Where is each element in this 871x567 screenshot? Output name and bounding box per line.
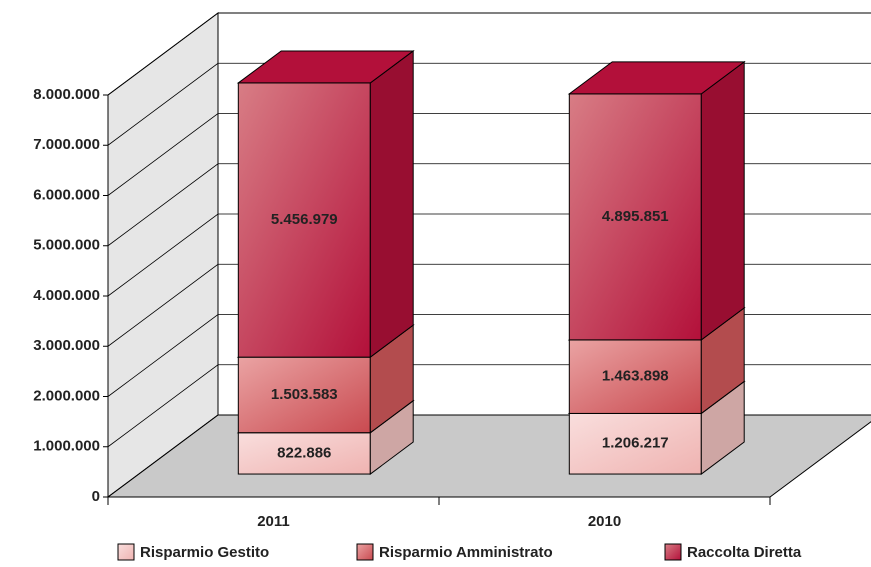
x-tick-label: 2010 — [588, 513, 621, 530]
value-label: 1.206.217 — [602, 435, 669, 452]
bar-top — [567, 61, 746, 95]
grid-line — [107, 12, 871, 96]
legend-swatch — [356, 543, 374, 561]
legend-label: Risparmio Amministrato — [379, 544, 553, 561]
legend-swatch — [117, 543, 135, 561]
y-tick-label: 3.000.000 — [33, 337, 100, 354]
y-tick-label: 1.000.000 — [33, 438, 100, 455]
y-tick-label: 6.000.000 — [33, 186, 100, 203]
y-tick-label: 2.000.000 — [33, 387, 100, 404]
value-label: 5.456.979 — [271, 211, 338, 228]
value-label: 4.895.851 — [602, 208, 669, 225]
legend-label: Risparmio Gestito — [140, 544, 269, 561]
bar-segment — [236, 49, 415, 359]
bar-front — [568, 339, 702, 414]
bar-front — [237, 82, 371, 358]
bar-side — [700, 60, 745, 341]
legend-swatch — [664, 543, 682, 561]
y-tick-label: 0 — [92, 488, 100, 505]
y-tick-label: 5.000.000 — [33, 237, 100, 254]
bar-front — [568, 93, 702, 341]
value-label: 1.463.898 — [602, 368, 669, 385]
y-tick-label: 8.000.000 — [33, 86, 100, 103]
legend-label: Raccolta Diretta — [687, 544, 802, 561]
bar-side — [369, 49, 414, 359]
bar-top — [236, 50, 415, 84]
value-label: 822.886 — [277, 444, 331, 461]
y-tick-label: 4.000.000 — [33, 287, 100, 304]
x-tick-label: 2011 — [257, 513, 290, 530]
value-label: 1.503.583 — [271, 386, 338, 403]
bar-front — [237, 356, 371, 434]
floor — [106, 414, 871, 498]
bar-segment — [567, 60, 746, 341]
y-tick-label: 7.000.000 — [33, 136, 100, 153]
